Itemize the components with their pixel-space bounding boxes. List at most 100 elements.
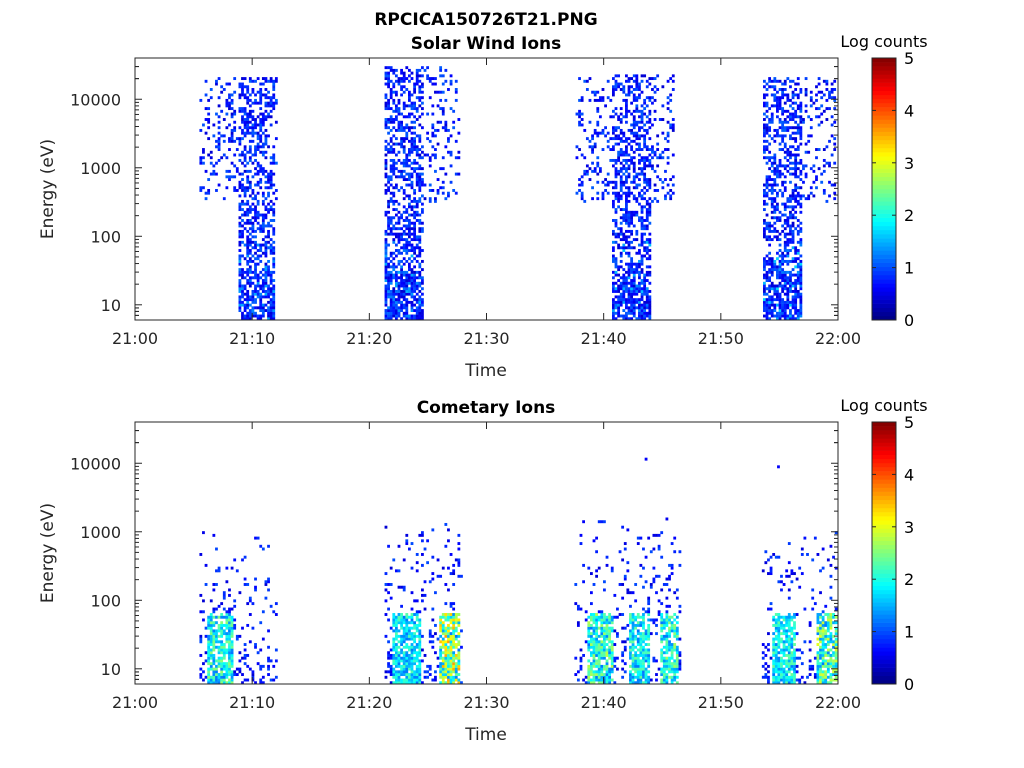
heatmap-cell — [597, 618, 601, 622]
heatmap-cell — [635, 109, 639, 113]
heatmap-cell — [809, 104, 813, 108]
heatmap-cell — [217, 120, 221, 124]
heatmap-cell — [267, 180, 270, 184]
heatmap-cell — [642, 613, 645, 616]
heatmap-cell — [625, 137, 628, 141]
heatmap-cell — [439, 653, 443, 657]
heatmap-cell — [621, 667, 625, 671]
heatmap-cell — [421, 268, 424, 272]
heatmap-cell — [264, 156, 268, 160]
heatmap-cell — [400, 235, 403, 239]
heatmap-cell — [441, 623, 445, 627]
heatmap-cell — [454, 613, 458, 616]
heatmap-cell — [612, 254, 615, 258]
heatmap-cell — [590, 618, 593, 622]
heatmap-cell — [630, 279, 634, 282]
heatmap-cell — [421, 298, 424, 302]
heatmap-cell — [389, 164, 393, 168]
heatmap-cell — [449, 613, 453, 616]
heatmap-cell — [267, 246, 270, 250]
heatmap-cell — [773, 284, 777, 288]
heatmap-cell — [796, 145, 800, 149]
heatmap-cell — [202, 618, 205, 622]
heatmap-cell — [272, 88, 276, 91]
heatmap-cell — [431, 607, 435, 611]
heatmap-cell — [794, 93, 798, 97]
heatmap-cell — [765, 227, 769, 231]
heatmap-cell — [400, 216, 403, 220]
heatmap-cell — [585, 88, 589, 91]
heatmap-cell — [636, 615, 640, 619]
heatmap-cell — [387, 74, 390, 78]
heatmap-cell — [600, 675, 604, 679]
heatmap-cell — [274, 137, 278, 141]
heatmap-cell — [261, 268, 265, 272]
heatmap-cell — [413, 221, 417, 225]
heatmap-cell — [408, 197, 411, 201]
heatmap-cell — [241, 626, 244, 630]
heatmap-cell — [408, 675, 411, 679]
heatmap-cell — [612, 191, 615, 195]
heatmap-cell — [387, 276, 390, 280]
heatmap-cell — [392, 618, 396, 622]
heatmap-cell — [397, 221, 401, 225]
heatmap-cell — [225, 618, 229, 622]
heatmap-cell — [384, 634, 388, 638]
heatmap-cell — [212, 656, 216, 660]
heatmap-cell — [585, 169, 589, 173]
heatmap-cell — [246, 300, 250, 304]
colorbar-tick-label: 5 — [904, 49, 914, 68]
heatmap-cell — [251, 90, 255, 94]
heatmap-cell — [783, 208, 787, 212]
heatmap-cell — [627, 276, 631, 280]
heatmap-cell — [267, 208, 270, 212]
heatmap-cell — [595, 670, 598, 674]
heatmap-cell — [447, 539, 450, 543]
heatmap-cell — [454, 79, 458, 83]
heatmap-cell — [259, 180, 263, 184]
heatmap-cell — [217, 656, 221, 660]
heatmap-cell — [238, 270, 242, 274]
heatmap-cell — [389, 167, 393, 171]
heatmap-cell — [405, 281, 409, 285]
heatmap-cell — [799, 197, 803, 201]
heatmap-cell — [781, 289, 785, 293]
heatmap-cell — [423, 183, 427, 187]
colorbar-step — [872, 197, 896, 202]
heatmap-cell — [439, 68, 443, 72]
heatmap-cell — [439, 186, 443, 190]
heatmap-cell — [251, 311, 255, 315]
heatmap-cell — [230, 618, 234, 622]
heatmap-cell — [634, 656, 638, 660]
heatmap-cell — [405, 675, 409, 679]
heatmap-cell — [783, 246, 787, 250]
heatmap-cell — [217, 634, 221, 638]
heatmap-cell — [220, 648, 224, 652]
heatmap-cell — [638, 311, 641, 315]
heatmap-cell — [272, 101, 276, 105]
heatmap-cell — [643, 145, 647, 149]
heatmap-cell — [773, 208, 777, 212]
heatmap-cell — [418, 164, 422, 168]
heatmap-cell — [405, 259, 409, 263]
heatmap-cell — [634, 599, 638, 603]
heatmap-cell — [632, 279, 636, 282]
heatmap-cell — [384, 123, 388, 127]
heatmap-cell — [209, 648, 213, 652]
heatmap-cell — [643, 172, 647, 176]
heatmap-cell — [623, 645, 627, 649]
heatmap-cell — [235, 167, 239, 171]
heatmap-cell — [799, 287, 803, 291]
heatmap-cell — [207, 189, 211, 192]
heatmap-cell — [763, 104, 766, 108]
heatmap-cell — [644, 637, 648, 641]
heatmap-cell — [212, 583, 216, 586]
heatmap-cell — [418, 183, 422, 187]
heatmap-cell — [583, 199, 587, 203]
heatmap-cell — [204, 651, 208, 655]
heatmap-cell — [439, 618, 443, 622]
heatmap-cell — [238, 262, 242, 266]
heatmap-cell — [228, 101, 231, 105]
heatmap-cell — [605, 653, 609, 657]
